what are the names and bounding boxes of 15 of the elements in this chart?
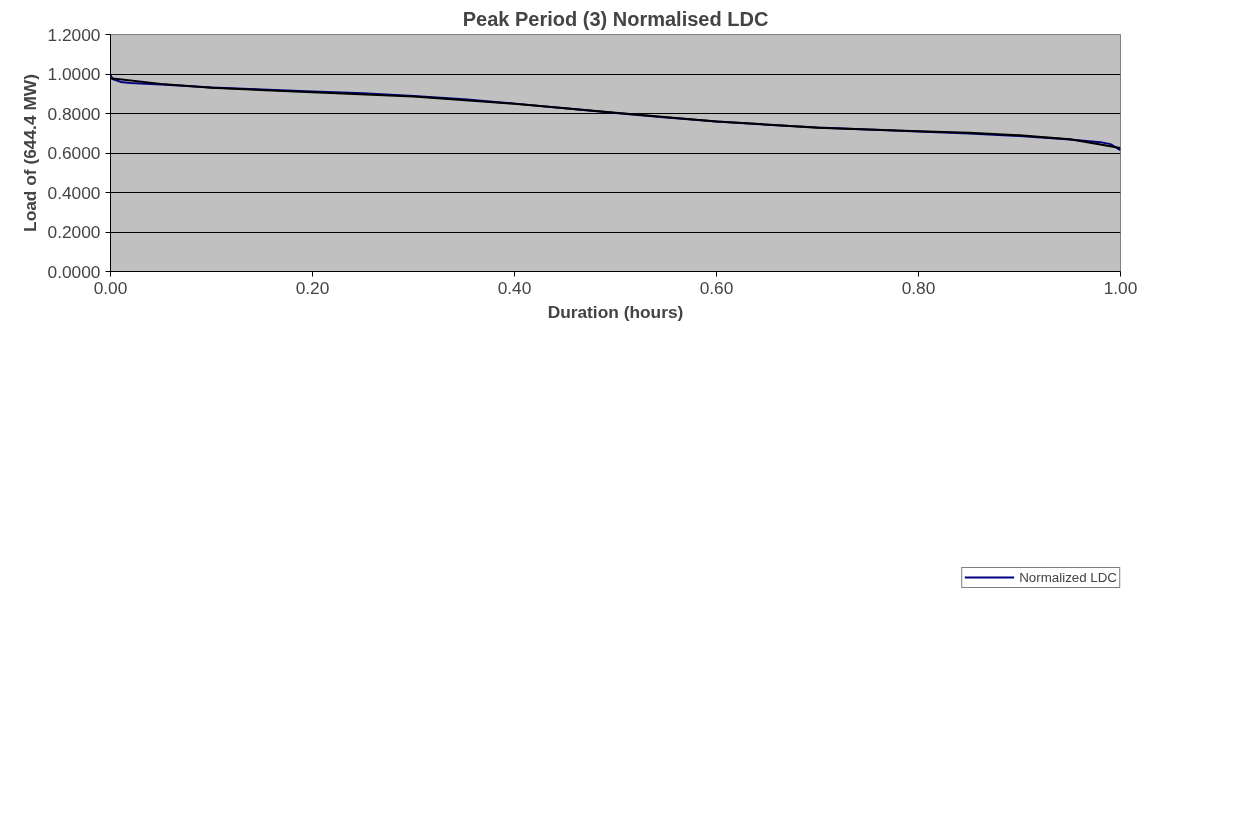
legend-label: Normalized LDC [1019,569,1117,585]
y-tick-label: 1.0000 [47,64,101,84]
y-tick-label: 0.2000 [47,222,101,242]
x-tick-label: 0.60 [699,277,734,298]
x-tick-label: 0.40 [497,277,532,298]
x-tick-label: 1.00 [1103,277,1138,298]
x-tick-label: 0.20 [295,277,330,298]
y-axis-title: Load of (644.4 MW) [19,74,40,232]
y-tick-label: 1.2000 [47,24,101,45]
y-tick-label: 0.6000 [47,143,101,163]
y-tick-label: 0.4000 [47,182,101,203]
chart-title: Peak Period (3) Normalised LDC [462,7,769,30]
x-axis-title: Duration (hours) [547,301,684,322]
x-tick-label: 0.80 [901,277,936,298]
y-tick-label: 0.8000 [47,103,101,124]
